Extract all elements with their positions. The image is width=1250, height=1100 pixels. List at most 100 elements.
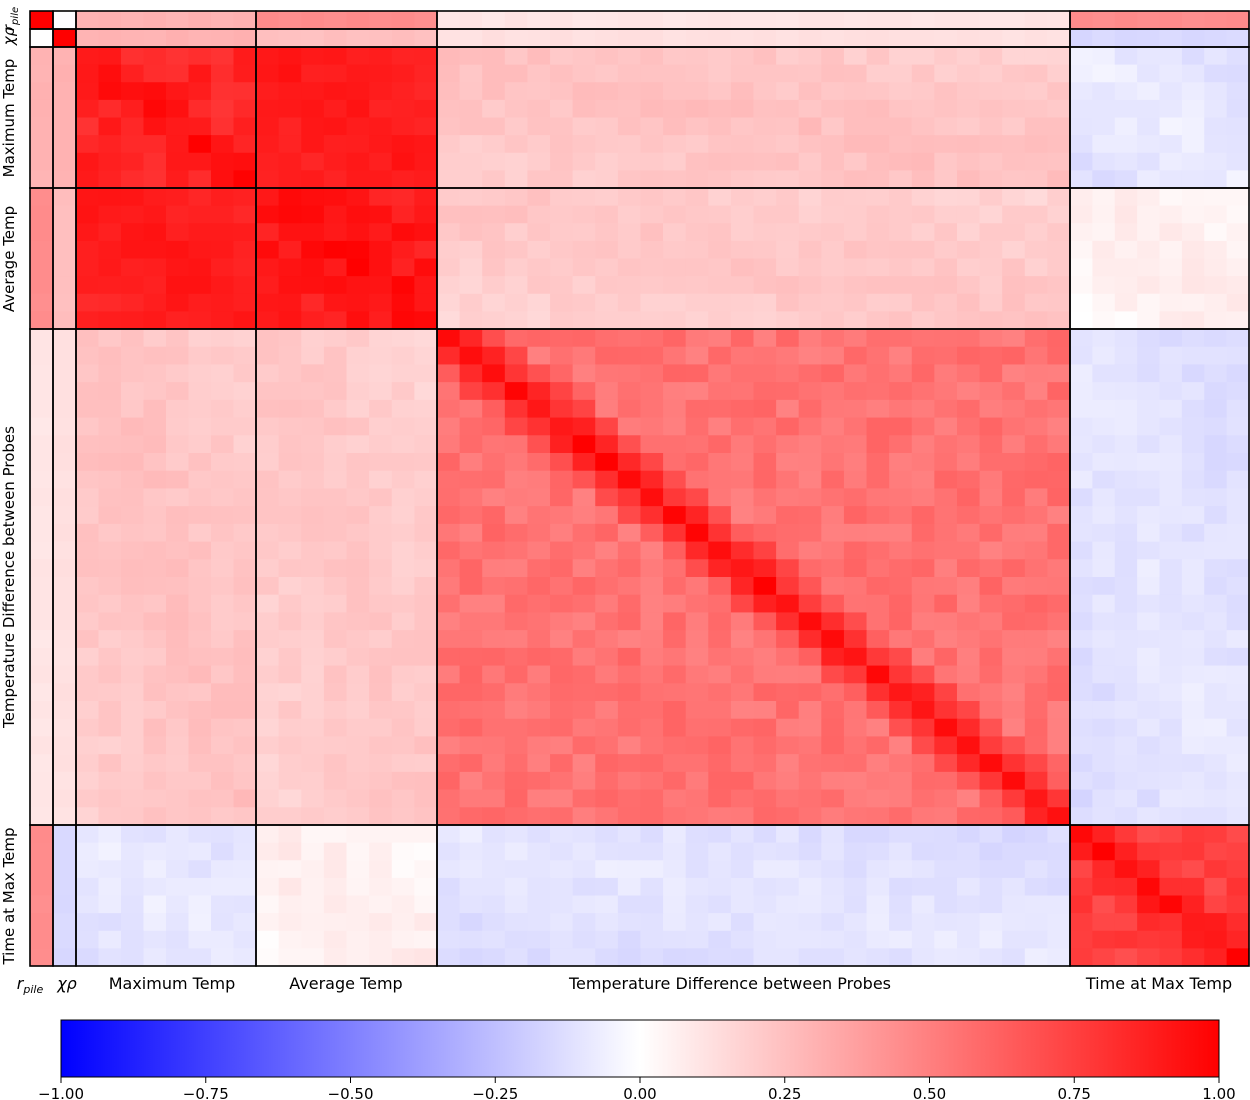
- heatmap-cell: [323, 860, 348, 879]
- heatmap-cell: [1114, 701, 1138, 720]
- heatmap-cell: [934, 276, 958, 295]
- heatmap-cell: [1181, 488, 1205, 507]
- heatmap-cell: [1092, 506, 1116, 525]
- heatmap-cell: [98, 382, 122, 401]
- heatmap-cell: [256, 205, 280, 224]
- heatmap-cell: [166, 205, 190, 224]
- heatmap-cell: [188, 382, 212, 401]
- heatmap-cell: [911, 276, 935, 295]
- heatmap-cell: [685, 541, 709, 560]
- heatmap-cell: [979, 170, 1003, 189]
- y-label-chi-rho: χρ: [0, 26, 18, 46]
- heatmap-cell: [437, 399, 461, 419]
- heatmap-cell: [346, 135, 370, 154]
- heatmap-cell: [1047, 612, 1071, 631]
- heatmap-cell: [301, 736, 325, 755]
- heatmap-cell: [934, 135, 958, 154]
- heatmap-cell: [640, 64, 664, 83]
- heatmap-cell: [663, 842, 687, 861]
- heatmap-cell: [776, 913, 800, 932]
- heatmap-cell: [550, 382, 574, 401]
- heatmap-cell: [1114, 860, 1138, 879]
- heatmap-cell: [346, 789, 370, 808]
- heatmap-cell: [301, 948, 325, 967]
- heatmap-cell: [437, 948, 461, 967]
- x-label-chi-rho: χρ: [56, 974, 77, 993]
- heatmap-cell: [391, 152, 415, 171]
- heatmap-cell: [143, 435, 167, 454]
- heatmap-cell: [843, 188, 868, 207]
- heatmap-cell: [211, 29, 235, 48]
- heatmap-cell: [1070, 860, 1093, 879]
- colorbar-tick-label: 0.75: [1058, 1085, 1091, 1100]
- heatmap-cell: [753, 877, 777, 897]
- heatmap-cell: [640, 825, 664, 844]
- heatmap-cell: [414, 877, 438, 897]
- heatmap-cell: [482, 470, 506, 490]
- heatmap-cell: [1002, 188, 1026, 207]
- heatmap-cell: [1024, 99, 1048, 119]
- heatmap-cell: [53, 453, 77, 472]
- heatmap-cell: [685, 701, 709, 720]
- heatmap-cell: [595, 382, 619, 401]
- heatmap-cell: [934, 807, 958, 826]
- heatmap-cell: [617, 47, 642, 66]
- heatmap-cell: [866, 789, 890, 808]
- heatmap-cell: [323, 948, 348, 967]
- heatmap-cell: [256, 152, 280, 171]
- heatmap-cell: [211, 417, 235, 436]
- heatmap-cell: [821, 807, 845, 826]
- heatmap-cell: [527, 612, 551, 631]
- heatmap-cell: [256, 382, 280, 401]
- heatmap-cell: [821, 630, 845, 649]
- heatmap-cell: [437, 630, 461, 649]
- heatmap-cell: [143, 152, 167, 171]
- heatmap-cell: [1114, 930, 1138, 949]
- heatmap-cell: [1070, 99, 1093, 119]
- heatmap-cell: [866, 293, 890, 312]
- heatmap-cell: [76, 825, 100, 844]
- heatmap-cell: [53, 205, 77, 224]
- heatmap-cell: [504, 541, 529, 560]
- heatmap-cell: [188, 860, 212, 879]
- heatmap-cell: [278, 240, 302, 260]
- heatmap-cell: [572, 311, 596, 330]
- heatmap-cell: [1092, 117, 1116, 136]
- heatmap-cell: [1092, 11, 1116, 30]
- heatmap-cell: [256, 771, 280, 791]
- heatmap-cell: [843, 807, 868, 826]
- heatmap-cell: [369, 293, 393, 312]
- heatmap-cell: [1092, 665, 1116, 684]
- heatmap-cell: [753, 293, 777, 312]
- heatmap-cell: [663, 170, 687, 189]
- heatmap-cell: [956, 594, 981, 614]
- heatmap-cell: [1159, 170, 1183, 189]
- heatmap-cell: [391, 382, 415, 401]
- heatmap-cell: [233, 559, 257, 578]
- heatmap-cell: [482, 188, 506, 207]
- heatmap-cell: [166, 11, 190, 30]
- heatmap-cell: [1114, 665, 1138, 684]
- heatmap-cell: [437, 152, 461, 171]
- heatmap-cell: [889, 117, 913, 136]
- heatmap-cell: [504, 293, 529, 312]
- heatmap-cell: [98, 789, 122, 808]
- heatmap-cell: [459, 417, 483, 436]
- heatmap-cell: [956, 205, 981, 224]
- heatmap-cell: [482, 842, 506, 861]
- heatmap-cell: [798, 64, 822, 83]
- heatmap-cell: [323, 223, 348, 242]
- heatmap-cell: [391, 488, 415, 507]
- y-axis-group-labels: rpile χρ Maximum Temp Average Temp Tempe…: [0, 7, 21, 966]
- heatmap-cell: [391, 417, 415, 436]
- heatmap-cell: [211, 11, 235, 30]
- heatmap-cell: [821, 506, 845, 525]
- heatmap-cell: [821, 152, 845, 171]
- heatmap-cell: [121, 276, 145, 295]
- heatmap-cell: [776, 188, 800, 207]
- heatmap-cell: [1070, 329, 1093, 348]
- heatmap-cell: [98, 948, 122, 967]
- heatmap-cell: [143, 99, 167, 119]
- heatmap-cell: [956, 577, 981, 596]
- heatmap-cell: [821, 417, 845, 436]
